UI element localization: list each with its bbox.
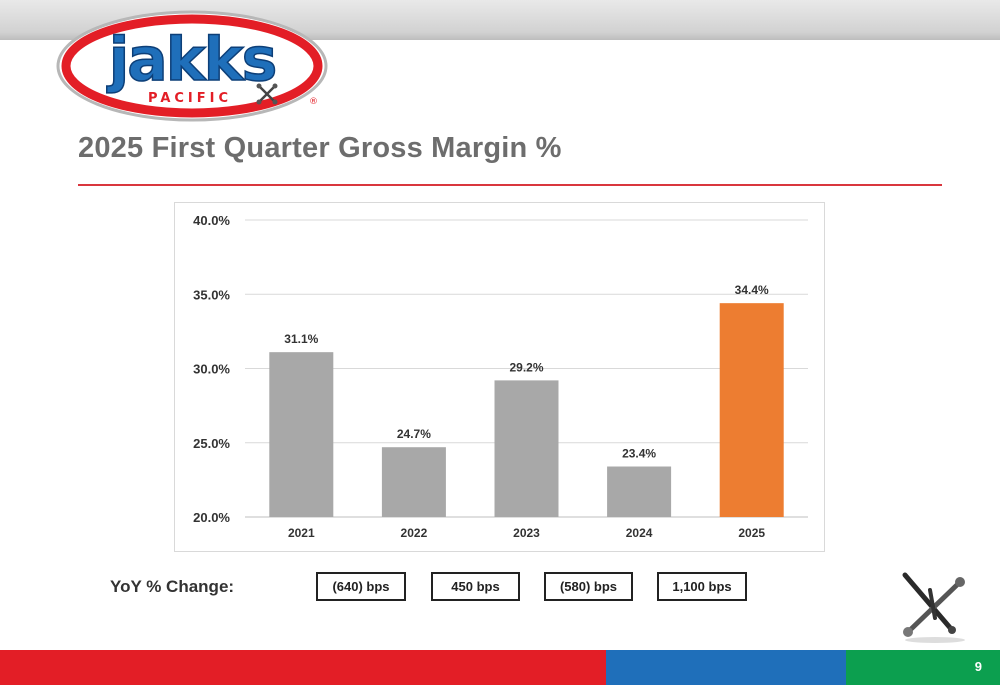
y-tick-label: 40.0% bbox=[193, 213, 230, 228]
jacks-toy-icon bbox=[902, 572, 965, 643]
jakks-pacific-logo: jakks PACIFIC ® bbox=[56, 10, 328, 122]
yoy-box-2024: (580) bps bbox=[544, 572, 633, 601]
logo-jack-icon bbox=[256, 83, 278, 105]
y-tick-label: 25.0% bbox=[193, 436, 230, 451]
x-tick-label: 2023 bbox=[513, 526, 540, 540]
x-tick-label: 2022 bbox=[401, 526, 428, 540]
x-tick-label: 2021 bbox=[288, 526, 315, 540]
bar-2021 bbox=[269, 352, 334, 517]
x-tick-label: 2025 bbox=[738, 526, 765, 540]
yoy-box-2025: 1,100 bps bbox=[657, 572, 747, 601]
bar-2025 bbox=[719, 303, 784, 517]
y-tick-label: 20.0% bbox=[193, 510, 230, 525]
gross-margin-bar-chart: 20.0% 25.0% 30.0% 35.0% 40.0% 31.1% 2021 24.7% 2… bbox=[193, 213, 808, 540]
yoy-box-2022: (640) bps bbox=[316, 572, 406, 601]
page-number: 9 bbox=[974, 659, 982, 674]
title-divider bbox=[78, 184, 942, 186]
bottom-bar-green: 9 bbox=[846, 650, 1000, 685]
yoy-change-label: YoY % Change: bbox=[110, 577, 235, 596]
registered-mark: ® bbox=[309, 97, 318, 107]
slide-title: 2025 First Quarter Gross Margin % bbox=[78, 132, 562, 164]
data-label: 34.4% bbox=[735, 283, 769, 297]
data-label: 31.1% bbox=[284, 332, 318, 346]
bar-2023 bbox=[494, 380, 559, 517]
y-tick-label: 35.0% bbox=[193, 287, 230, 302]
chart-container: 20.0% 25.0% 30.0% 35.0% 40.0% 31.1% 2021 24.7% 2… bbox=[174, 202, 825, 552]
y-tick-label: 30.0% bbox=[193, 362, 230, 377]
yoy-box-2023: 450 bps bbox=[431, 572, 520, 601]
data-label: 29.2% bbox=[509, 360, 543, 374]
bottom-bar-red bbox=[0, 650, 606, 685]
bottom-color-bar: 9 bbox=[0, 650, 1000, 685]
x-tick-label: 2024 bbox=[626, 526, 653, 540]
bottom-bar-blue bbox=[606, 650, 846, 685]
bar-2024 bbox=[607, 466, 672, 517]
data-label: 24.7% bbox=[397, 427, 431, 441]
logo-subtitle: PACIFIC bbox=[148, 91, 232, 106]
logo-wordmark: jakks bbox=[107, 25, 276, 95]
bar-2022 bbox=[381, 447, 446, 517]
data-label: 23.4% bbox=[622, 447, 656, 461]
